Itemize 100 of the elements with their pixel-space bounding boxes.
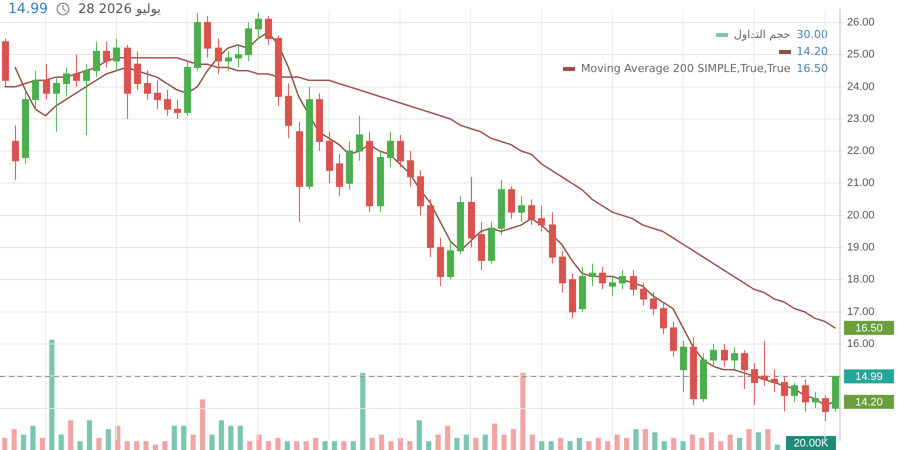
annotation: 30.00	[796, 28, 828, 41]
y-tick-label: 17.00	[847, 306, 875, 318]
candlestick	[274, 34, 282, 107]
bar	[124, 441, 130, 450]
candlestick	[124, 44, 132, 120]
bar	[436, 434, 441, 450]
bar	[454, 438, 460, 450]
candlestick	[770, 369, 778, 393]
candlestick	[508, 186, 516, 220]
bar	[378, 434, 384, 450]
candlestick	[326, 131, 334, 184]
candlestick	[468, 176, 476, 248]
bar	[228, 426, 234, 450]
candlestick	[406, 150, 414, 187]
bar	[548, 441, 554, 450]
y-tick-label: 19.00	[847, 242, 875, 254]
candlestick	[306, 86, 314, 190]
y-tick-label: 16.00	[847, 338, 875, 350]
candlestick	[812, 392, 820, 409]
bar	[86, 420, 92, 450]
bar	[398, 438, 404, 450]
candlestick	[376, 150, 384, 213]
bar	[708, 432, 714, 450]
bar	[266, 441, 272, 450]
bar	[690, 434, 696, 450]
candlestick	[528, 198, 536, 226]
candlestick	[498, 179, 506, 236]
y-tick-label: 20.00	[847, 209, 875, 222]
candlestick	[740, 350, 748, 390]
candlestick	[154, 80, 162, 110]
candlestick	[92, 41, 100, 78]
annotation: 20.00K	[794, 438, 830, 450]
candlestick	[488, 221, 496, 264]
bar	[218, 420, 224, 450]
bar	[143, 441, 149, 450]
text: 14.20	[796, 45, 828, 58]
candlestick	[730, 346, 738, 370]
bar	[322, 441, 328, 450]
bar	[586, 441, 592, 450]
bar	[407, 441, 412, 450]
bar	[501, 434, 507, 450]
bar	[614, 434, 620, 450]
candlestick	[112, 38, 120, 72]
candlestick	[588, 263, 596, 287]
bar	[746, 429, 752, 450]
bar	[77, 441, 83, 450]
candlestick	[750, 362, 758, 406]
candlestick	[640, 282, 648, 306]
bar	[596, 438, 601, 450]
bar	[699, 438, 705, 450]
candlestick	[32, 70, 40, 110]
candlestick	[224, 50, 232, 72]
candlestick	[52, 76, 60, 132]
bar	[96, 438, 102, 450]
candlestick	[42, 64, 50, 100]
candlestick	[608, 276, 616, 296]
candlestick	[598, 266, 606, 290]
bar	[304, 441, 309, 450]
candlestick	[284, 83, 292, 139]
bar	[473, 438, 478, 450]
bar	[539, 441, 544, 450]
candlestick	[760, 340, 768, 386]
bar	[416, 420, 422, 450]
bar	[106, 429, 111, 450]
candlestick	[456, 196, 464, 254]
bar	[247, 441, 252, 450]
bar	[718, 441, 724, 450]
bar	[444, 426, 450, 450]
bar	[30, 426, 36, 450]
candlestick	[62, 66, 70, 97]
candlestick	[548, 212, 556, 264]
candlestick	[568, 272, 576, 319]
bar	[115, 426, 120, 450]
bar	[152, 444, 158, 450]
data-label: 14.20	[855, 396, 883, 408]
candlestick	[630, 270, 638, 296]
bar	[294, 441, 300, 450]
bar	[765, 429, 770, 450]
y-tick-label: 21.00	[847, 177, 875, 190]
candlestick	[214, 38, 222, 74]
bar	[671, 438, 676, 450]
candlestick	[822, 394, 830, 422]
y-tick-label: 18.00	[847, 274, 875, 286]
candlestick	[396, 134, 404, 168]
candlestick	[650, 292, 658, 316]
candlestick	[254, 12, 262, 40]
bar	[464, 434, 469, 450]
candlestick	[244, 22, 252, 62]
bar	[510, 429, 516, 450]
candlestick	[558, 250, 566, 294]
bar	[313, 438, 318, 450]
candlestick	[264, 16, 272, 46]
bar	[576, 438, 582, 450]
candlestick	[316, 92, 324, 152]
bar	[68, 420, 74, 450]
candlestick	[174, 99, 182, 120]
candlestick	[296, 122, 304, 222]
data-label: 16.50	[855, 322, 883, 334]
bar	[774, 444, 780, 450]
candlestick	[386, 131, 394, 168]
